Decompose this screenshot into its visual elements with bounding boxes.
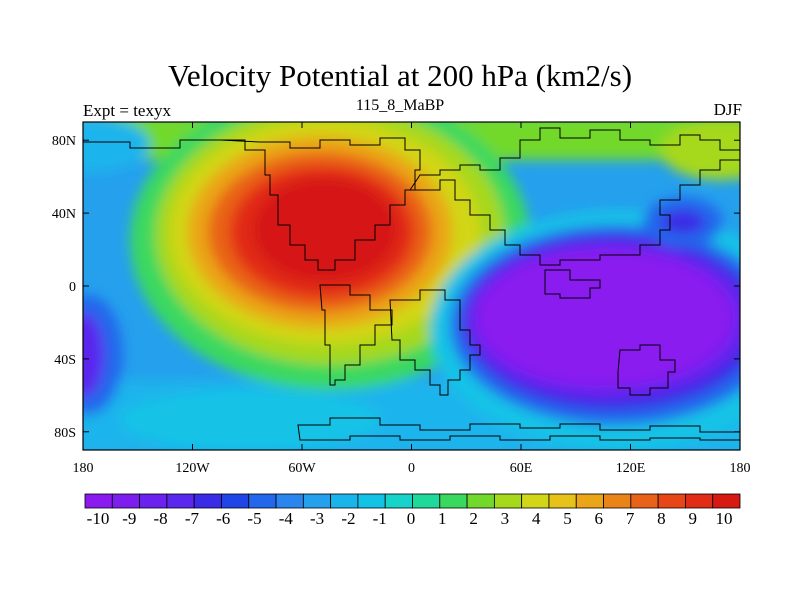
lat-tick-label: 40N	[52, 207, 76, 222]
colorbar-label: -3	[310, 509, 324, 528]
lon-tick-label: 180	[730, 461, 751, 476]
colorbar-box	[248, 493, 277, 509]
colorbar-label: -10	[87, 509, 110, 528]
colorbar-box	[548, 493, 577, 509]
field-shading	[83, 122, 740, 450]
colorbar-label: 9	[688, 509, 697, 528]
axes: 180 120W 60W 0 60E 120E 180 80N 40N 0 40S 80S	[52, 122, 751, 476]
colorbar-box	[603, 493, 632, 509]
colorbar-box	[275, 493, 304, 509]
lon-tick-label: 120E	[616, 461, 646, 476]
colorbar-box	[521, 493, 550, 509]
colorbar: -10 -9 -8 -7 -6 -5 -4 -3 -2 -1 0 1 2 3 4 5 6 7 8 9 10	[84, 493, 741, 528]
colorbar-box	[384, 493, 413, 509]
colorbar-box	[166, 493, 195, 509]
colorbar-box	[575, 493, 604, 509]
season-label: DJF	[713, 100, 742, 119]
colorbar-label: 10	[716, 509, 733, 528]
colorbar-label: 1	[438, 509, 447, 528]
colorbar-box	[139, 493, 168, 509]
experiment-period-label: 115_8_MaBP	[355, 97, 445, 114]
colorbar-label: 6	[595, 509, 604, 528]
colorbar-box	[302, 493, 332, 509]
colorbar-label: 8	[657, 509, 666, 528]
colorbar-box	[657, 493, 686, 509]
colorbar-label: -2	[341, 509, 355, 528]
lat-tick-label: 80S	[54, 426, 76, 441]
lon-tick-label: 120W	[175, 461, 210, 476]
experiment-label: Expt = texyx	[83, 101, 171, 120]
colorbar-box	[111, 493, 140, 509]
colorbar-box	[193, 493, 222, 509]
colorbar-label: -8	[154, 509, 168, 528]
lon-tick-label: 60W	[288, 461, 316, 476]
colorbar-box	[685, 493, 714, 509]
lon-tick-label: 180	[73, 461, 94, 476]
colorbar-label: 2	[469, 509, 478, 528]
colorbar-box	[630, 493, 659, 509]
colorbar-label: -7	[185, 509, 200, 528]
colorbar-label: -4	[279, 509, 294, 528]
colorbar-label: 3	[501, 509, 510, 528]
colorbar-label: -1	[373, 509, 387, 528]
coastline-outlines	[83, 127, 740, 441]
colorbar-label: 4	[532, 509, 541, 528]
colorbar-box	[330, 493, 359, 509]
colorbar-label: -6	[216, 509, 230, 528]
colorbar-box	[412, 493, 441, 509]
colorbar-box	[466, 493, 495, 509]
colorbar-box	[357, 493, 386, 509]
lon-tick-label: 0	[408, 461, 415, 476]
lat-tick-label: 40S	[54, 353, 76, 368]
map-title: Velocity Potential at 200 hPa (km2/s)	[167, 58, 633, 93]
lon-tick-label: 60E	[510, 461, 533, 476]
colorbar-box	[84, 493, 113, 509]
colorbar-label: 5	[563, 509, 572, 528]
colorbar-box	[493, 493, 523, 509]
lat-tick-label: 0	[69, 280, 76, 295]
colorbar-label: -5	[247, 509, 261, 528]
colorbar-label: 0	[407, 509, 416, 528]
colorbar-box	[712, 493, 741, 509]
colorbar-label: 7	[626, 509, 635, 528]
colorbar-label: -9	[122, 509, 136, 528]
lat-tick-label: 80N	[52, 134, 76, 149]
colorbar-box	[221, 493, 250, 509]
colorbar-box	[439, 493, 468, 509]
